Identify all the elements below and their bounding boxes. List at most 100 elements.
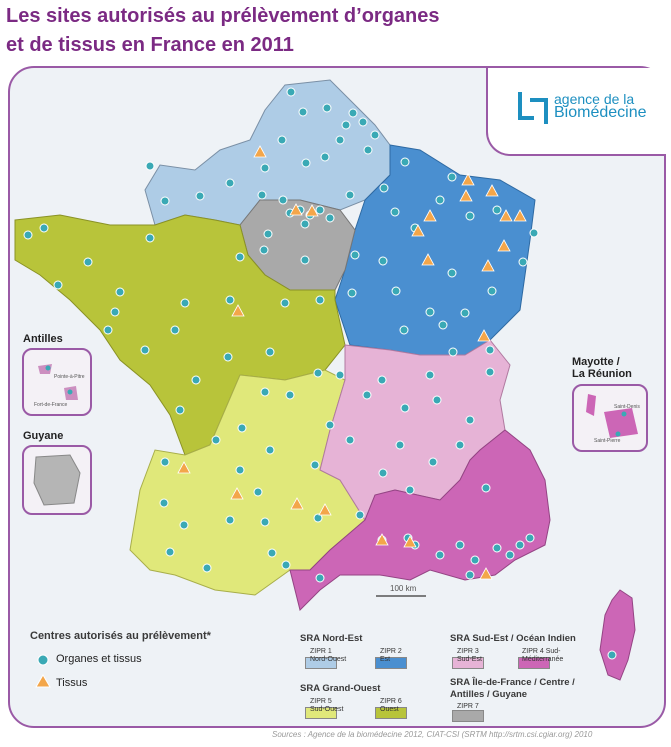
organ-site (363, 145, 373, 155)
organ-site (223, 352, 233, 362)
organ-site (391, 286, 401, 296)
zipr6-swatch (375, 707, 407, 719)
organ-site (345, 435, 355, 445)
sra-idf-heading-1: SRA Île-de-France / Centre / (450, 677, 575, 688)
tissue-site (421, 253, 435, 266)
organ-site (428, 457, 438, 467)
organ-site (115, 287, 125, 297)
antilles-title: Antilles (23, 333, 63, 345)
organ-site (145, 161, 155, 171)
legend-heading: Centres autorisés au prélèvement* (30, 630, 211, 642)
tissue-site (253, 145, 267, 158)
map-title: Les sites autorisés au prélèvement d’org… (6, 2, 566, 60)
organ-site (362, 390, 372, 400)
zipr1-swatch (305, 657, 337, 669)
organ-site (505, 550, 515, 560)
organ-site (175, 405, 185, 415)
tissue-site (375, 533, 389, 546)
organ-site (281, 560, 291, 570)
sra-idf-heading-2: Antilles / Guyane (450, 689, 528, 700)
organ-site (285, 390, 295, 400)
organ-site (405, 485, 415, 495)
antilles-inset: Pointe-à-Pitre Fort-de-France (22, 348, 92, 416)
organ-site (348, 108, 358, 118)
organ-site (399, 325, 409, 335)
organ-site (225, 515, 235, 525)
organ-site (267, 548, 277, 558)
tissue-site (479, 567, 493, 580)
organ-site (53, 280, 63, 290)
organ-site (83, 257, 93, 267)
organ-site (455, 440, 465, 450)
zipr5-l1: ZIPR 5 (310, 698, 332, 705)
organ-site (448, 347, 458, 357)
organ-sites (23, 87, 617, 660)
organ-site (265, 347, 275, 357)
tissue-sites (177, 145, 527, 580)
zipr1-label: ZIPR 1 Nord-Ouest (310, 648, 346, 664)
organ-site (103, 325, 113, 335)
organ-site (341, 120, 351, 130)
tissue-site (289, 203, 303, 216)
organ-site (390, 207, 400, 217)
organ-site (400, 403, 410, 413)
tissue-site (513, 209, 527, 222)
organ-site (23, 230, 33, 240)
zipr6-l2: Ouest (380, 706, 399, 713)
mayotte-title-line-2: La Réunion (572, 368, 632, 380)
organ-site (260, 517, 270, 527)
tissue-site (230, 487, 244, 500)
sra-idf-heading: SRA Île-de-France / Centre / Antilles / G… (450, 677, 575, 701)
tissue-site (411, 224, 425, 237)
organ-site (492, 205, 502, 215)
mayotte-title: Mayotte / La Réunion (572, 356, 632, 380)
zipr3-swatch (452, 657, 484, 669)
organ-site (325, 420, 335, 430)
organ-site (257, 190, 267, 200)
organ-site (335, 370, 345, 380)
organ-site (225, 178, 235, 188)
organ-site (195, 191, 205, 201)
organ-site (355, 510, 365, 520)
organ-site (313, 368, 323, 378)
organ-site (211, 435, 221, 445)
organ-site (455, 540, 465, 550)
organ-site (447, 172, 457, 182)
organ-site (378, 256, 388, 266)
organ-site (280, 298, 290, 308)
zipr2-swatch (375, 657, 407, 669)
organ-site (465, 570, 475, 580)
zipr3-label: ZIPR 3 Sud-Est (457, 648, 482, 664)
organ-site (315, 205, 325, 215)
tissue-site (177, 461, 191, 474)
organ-site (260, 163, 270, 173)
tissue-site (318, 503, 332, 516)
organ-site (465, 211, 475, 221)
organ-site (202, 563, 212, 573)
organ-site (278, 195, 288, 205)
tissue-site (485, 184, 499, 197)
zipr2-l1: ZIPR 2 (380, 648, 402, 655)
organ-site (435, 550, 445, 560)
antilles-map (38, 364, 78, 400)
organ-site (487, 286, 497, 296)
organ-site (425, 307, 435, 317)
organ-site (265, 445, 275, 455)
tissue-site (231, 304, 245, 317)
tissue-site (459, 189, 473, 202)
mayotte-inset: Saint-Denis Saint-Pierre (572, 384, 648, 452)
sra-nord-est-heading: SRA Nord-Est (300, 633, 363, 644)
organ-site (400, 157, 410, 167)
organ-site (298, 107, 308, 117)
organ-site (425, 370, 435, 380)
organ-site (485, 367, 495, 377)
organ-site (358, 117, 368, 127)
organ-site (237, 423, 247, 433)
organ-site (191, 375, 201, 385)
organ-site (529, 228, 539, 238)
organ-site (465, 415, 475, 425)
zipr7-label: ZIPR 7 (457, 703, 479, 710)
zipr3-l1: ZIPR 3 (457, 648, 479, 655)
tissue-site (461, 173, 475, 186)
guyane-map (33, 454, 81, 506)
